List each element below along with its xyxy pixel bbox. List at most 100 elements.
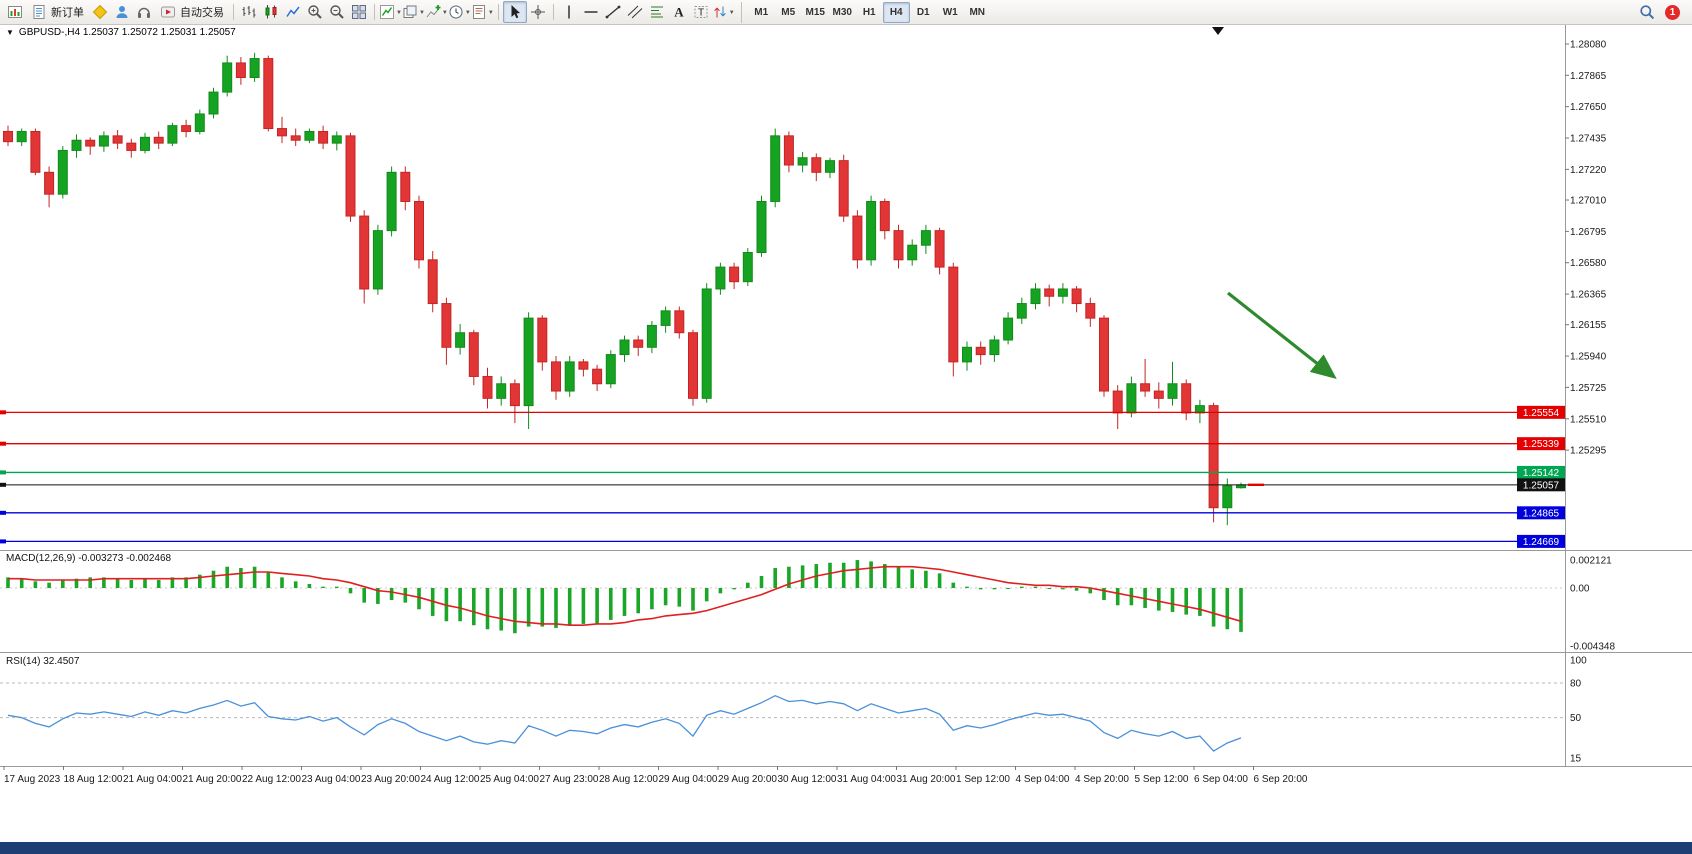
price-line-label-box [1517,465,1565,479]
toolbar-tile-windows-button[interactable] [348,2,370,22]
dropdown-caret-icon: ▼ [418,10,425,16]
line-anchor-marker [0,510,6,515]
line-chart-icon [286,6,300,17]
toolbar-new-order-button[interactable]: 新订单 [26,2,89,22]
macd-histogram-bar [472,588,476,626]
toolbar-indicators-button[interactable]: ▼ [379,2,402,22]
line-anchor-marker [0,441,6,446]
timeframe-m15-button[interactable]: M15 [805,6,825,18]
candle-body [359,215,370,290]
line-anchor-marker [0,539,6,544]
toolbar-templates-button[interactable]: ▼ [471,2,494,22]
candle-body [1016,303,1027,319]
candle-body [57,149,68,195]
candle-body [1126,383,1137,414]
timeframe-mn-button[interactable]: MN [969,6,985,18]
macd-histogram-bar [978,588,983,590]
macd-histogram-bar [1198,588,1202,616]
timeframe-w1-button[interactable]: W1 [942,6,958,18]
toolbar-auto-trading-button[interactable]: 自动交易 [155,2,229,22]
macd-histogram-bar [47,582,51,588]
price-line-label: 1.25057 [1523,480,1560,491]
candle-body [742,252,753,283]
macd-histogram-bar [992,588,997,590]
macd-histogram-bar [581,588,586,624]
candle-body [304,130,315,141]
search-icon[interactable] [1636,2,1658,22]
symbol-dropdown-icon[interactable]: ▼ [6,27,14,37]
candle-body [907,244,918,261]
candle-body [1085,303,1096,319]
timeframe-m5-button[interactable]: M5 [781,6,796,18]
candle-body [592,368,603,385]
candle-body [318,130,329,144]
macd-histogram-bar [704,588,709,602]
toolbar-periods-button[interactable]: ▼ [448,2,471,22]
candle-body [729,266,740,283]
candle-body [509,383,520,407]
toolbar-crosshair-button[interactable] [527,2,549,22]
candle-body [372,230,383,290]
toolbar-vline-button[interactable] [558,2,580,22]
toolbar-zoom-out-button[interactable] [326,2,348,22]
price-axis-label: 1.26365 [1570,290,1607,301]
toolbar-channel-button[interactable] [624,2,646,22]
toolbar-add-indicator-button[interactable]: ▼ [425,2,448,22]
toolbar-new-chart-button[interactable] [4,2,26,22]
macd-histogram-bar [33,581,38,588]
candle-body [455,332,466,348]
macd-label: MACD(12,26,9) -0.003273 -0.002468 [6,553,172,564]
price-axis-label: 1.25295 [1570,446,1607,457]
macd-histogram-bar [883,564,887,588]
macd-histogram-bar [362,588,366,603]
candle-body [167,125,178,144]
macd-histogram-bar [115,578,120,588]
toolbar-market-button[interactable] [133,2,155,22]
macd-histogram-bar [293,581,298,588]
candle-body [441,303,452,348]
toolbar-new-order-label: 新订单 [51,7,84,19]
timeframe-d1-button[interactable]: D1 [916,6,930,18]
timeframe-m1-button[interactable]: M1 [754,6,769,18]
toolbar-bar-chart-button[interactable] [238,2,260,22]
macd-histogram-bar [280,577,284,588]
toolbar-text-a-button[interactable]: A [668,2,690,22]
toolbar-arrows-button[interactable]: ▼ [712,2,735,22]
toolbar-line-chart-button[interactable] [282,2,304,22]
toolbar-profile-button[interactable] [111,2,133,22]
macd-histogram-bar [965,586,969,588]
toolbar-profiles-button[interactable]: ▼ [402,2,425,22]
toolbar-zoom-in-button[interactable] [304,2,326,22]
time-axis-label: 29 Aug 04:00 [659,774,718,785]
timeframe-h1-button[interactable]: H1 [862,6,876,18]
candle-body [3,130,13,143]
candle-body [783,135,794,166]
toolbar-pointer-button[interactable] [502,1,527,23]
toolbar-fibonacci-button[interactable] [646,2,668,22]
timeframe-m30-button[interactable]: M30 [832,6,852,18]
toolbar-trendline-button[interactable] [602,2,624,22]
time-axis-label: 27 Aug 23:00 [540,774,599,785]
macd-histogram-bar [1115,588,1120,606]
macd-histogram-bar [937,573,942,588]
line-anchor-marker [0,470,6,475]
trendline-icon [605,5,621,19]
toolbar-hline-button[interactable] [580,2,602,22]
candle-body [893,230,904,261]
dropdown-caret-icon: ▼ [441,10,448,16]
toolbar-candle-chart-button[interactable] [260,2,282,22]
macd-histogram-bar [1102,588,1106,600]
toolbar-label-t-button[interactable]: T [690,2,712,22]
notification-badge[interactable]: 1 [1665,4,1680,20]
macd-histogram-bar [622,588,627,616]
time-axis-label: 23 Aug 20:00 [361,774,420,785]
dropdown-caret-icon: ▼ [396,10,402,16]
trend-arrow-annotation[interactable] [1227,291,1337,379]
macd-histogram-bar [389,588,394,600]
macd-histogram-bar [74,578,79,588]
timeframe-h4-button[interactable]: H4 [882,1,910,23]
candle-body [1030,288,1041,305]
candle-body [44,171,55,195]
toolbar-mql5-button[interactable] [89,2,111,22]
time-axis-label: 6 Sep 20:00 [1254,774,1308,785]
